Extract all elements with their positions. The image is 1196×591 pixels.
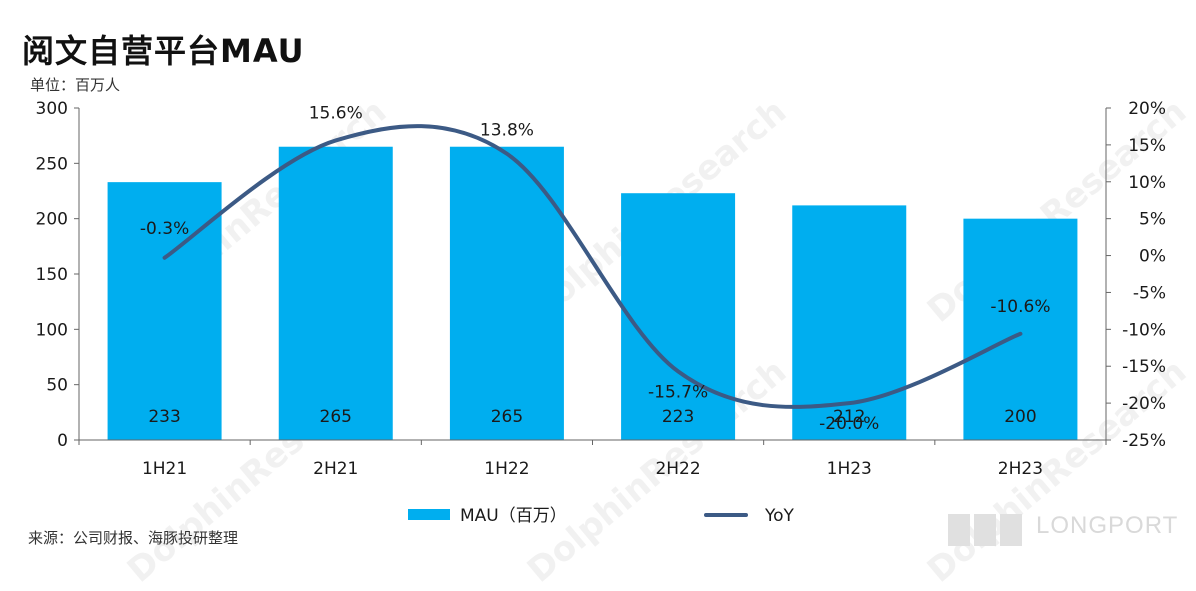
right-tick-label: -15% (1122, 357, 1166, 377)
left-tick-label: 250 (36, 154, 68, 174)
bar-value-label: 212 (833, 407, 865, 427)
yoy-value-label: -15.7% (648, 382, 708, 402)
right-tick-label: 10% (1128, 173, 1166, 193)
bar-value-label: 233 (148, 407, 180, 427)
legend-bar-swatch (408, 509, 450, 520)
bar-value-label: 223 (662, 407, 694, 427)
yoy-value-label: 13.8% (480, 121, 534, 141)
right-tick-label: 5% (1139, 210, 1166, 230)
yoy-value-label: -0.3% (140, 219, 189, 239)
legend-bar-label: MAU（百万） (460, 506, 567, 526)
x-tick-label: 1H21 (142, 459, 187, 479)
right-tick-label: -5% (1133, 283, 1166, 303)
bar-1H22 (449, 146, 564, 440)
source-note: 来源：公司财报、海豚投研整理 (28, 529, 239, 547)
x-tick-label: 2H23 (998, 459, 1043, 479)
bar-value-label: 265 (320, 407, 352, 427)
yoy-line (162, 124, 1023, 409)
bar-2H21 (278, 146, 393, 440)
left-tick-label: 50 (46, 376, 68, 396)
right-tick-label: -20% (1122, 394, 1166, 414)
bar-2H23 (963, 218, 1078, 440)
chart: 0 50 100 150 200 250 300 -25% -20% -15% -10% -5% 0% 5… (36, 99, 1166, 526)
x-tick-label: 1H22 (484, 459, 529, 479)
left-tick-label: 150 (36, 265, 68, 285)
left-tick-label: 100 (36, 320, 68, 340)
right-tick-label: -25% (1122, 431, 1166, 451)
bar-value-label: 265 (491, 407, 523, 427)
yoy-value-label: -10.6% (990, 297, 1050, 317)
left-tick-label: 300 (36, 99, 68, 119)
right-tick-label: 15% (1128, 136, 1166, 156)
x-tick-label: 2H21 (313, 459, 358, 479)
left-tick-label: 200 (36, 210, 68, 230)
right-tick-label: -10% (1122, 320, 1166, 340)
x-tick-label: 1H23 (827, 459, 872, 479)
yoy-value-label: 15.6% (309, 103, 363, 123)
legend-line-label: YoY (764, 506, 795, 526)
brand-logo-icon (948, 514, 1022, 546)
right-tick-label: 20% (1128, 99, 1166, 119)
x-tick-label: 2H22 (655, 459, 700, 479)
bar-1H23 (792, 205, 907, 440)
unit-label: 单位：百万人 (30, 76, 121, 94)
right-tick-label: 0% (1139, 247, 1166, 267)
bar-1H21 (107, 182, 222, 440)
bar-value-label: 200 (1004, 407, 1036, 427)
brand-text: LONGPORT (1036, 512, 1179, 539)
left-tick-label: 0 (57, 431, 68, 451)
yoy-value-label: -20.0% (819, 414, 879, 434)
bar-2H22 (621, 193, 736, 440)
chart-title: 阅文自营平台MAU (22, 32, 305, 70)
